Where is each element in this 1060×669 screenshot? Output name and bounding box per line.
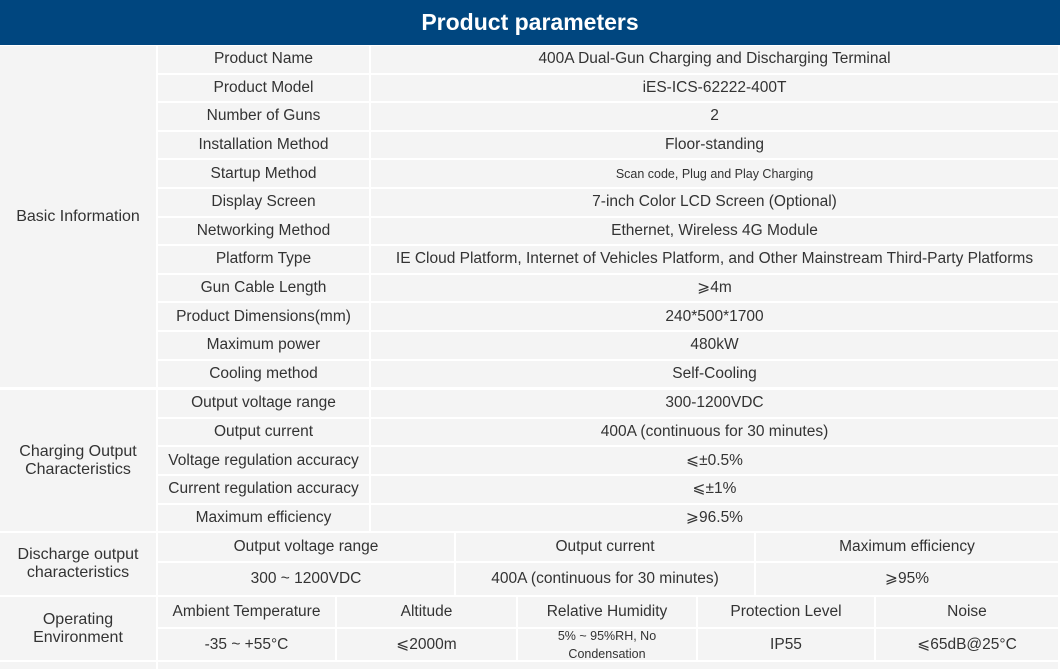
column-header: Ambient Temperature (158, 597, 337, 629)
section-label: Charging Output Characteristics (0, 390, 158, 534)
column-header: Altitude (337, 597, 518, 629)
column-header: Maximum efficiency (756, 533, 1060, 563)
row-value: Ethernet, Wireless 4G Module (371, 217, 1060, 247)
row-value: Scan code, Plug and Play Charging (371, 160, 1060, 189)
row-value: iES-ICS-62222-400T (371, 74, 1060, 104)
row-value: Self-Cooling (371, 360, 1060, 390)
row-value: 300-1200VDC (371, 390, 1060, 419)
row-label: Maximum efficiency (158, 504, 371, 534)
section-label: Basic Information (0, 46, 158, 390)
row-label: Gun Cable Length (158, 274, 371, 304)
row-label: Product Dimensions(mm) (158, 303, 371, 332)
row-value: IE Cloud Platform, Internet of Vehicles … (371, 246, 1060, 275)
column-header: Noise (876, 597, 1060, 629)
table-title: Product parameters (0, 0, 1060, 45)
row-label: Networking Method (158, 217, 371, 247)
row-label: Product Name (158, 46, 371, 75)
row-label: Number of Guns (158, 103, 371, 132)
row-label: Startup Method (158, 160, 371, 189)
column-header: Output current (456, 533, 756, 563)
row-value: Floor-standing (371, 131, 1060, 161)
row-label: Platform Type (158, 246, 371, 275)
section-label: Operating Environment (0, 597, 158, 662)
row-label: Output voltage range (158, 390, 371, 419)
row-value: 400A (continuous for 30 minutes) (371, 418, 1060, 448)
row-value: ⩽±0.5% (371, 447, 1060, 476)
row-value: 2 (371, 103, 1060, 132)
column-value: -35 ~ +55°C (158, 629, 337, 662)
row-label: Voltage regulation accuracy (158, 447, 371, 476)
column-value: ⩾95% (756, 563, 1060, 597)
row-value: 480kW (371, 332, 1060, 361)
column-value: 400A (continuous for 30 minutes) (456, 563, 756, 597)
row-label: Product Model (158, 74, 371, 104)
row-value: 7-inch Color LCD Screen (Optional) (371, 189, 1060, 218)
column-header: Output voltage range (158, 533, 456, 563)
row-label: Maximum power (158, 332, 371, 361)
row-label: Display Screen (158, 189, 371, 218)
section-label: Discharge output characteristics (0, 533, 158, 597)
row-value: 400A Dual-Gun Charging and Discharging T… (371, 46, 1060, 75)
row-label: Current regulation accuracy (158, 476, 371, 505)
column-header: Protection Level (698, 597, 876, 629)
row-value: ⩾4m (371, 274, 1060, 304)
row-value: 240*500*1700 (371, 303, 1060, 332)
column-value: ⩽2000m (337, 629, 518, 662)
column-value: ⩽65dB@25°C (876, 629, 1060, 662)
column-value: IP55 (698, 629, 876, 662)
row-label: Cooling method (158, 360, 371, 390)
table-row-partial (0, 662, 158, 669)
column-value: 300 ~ 1200VDC (158, 563, 456, 597)
row-value: ⩾96.5% (371, 504, 1060, 534)
table-row-partial (158, 662, 1060, 669)
column-header: Relative Humidity (518, 597, 698, 629)
row-label: Output current (158, 418, 371, 448)
row-value: ⩽±1% (371, 476, 1060, 505)
column-value: 5% ~ 95%RH, No Condensation (518, 629, 698, 662)
row-label: Installation Method (158, 131, 371, 161)
